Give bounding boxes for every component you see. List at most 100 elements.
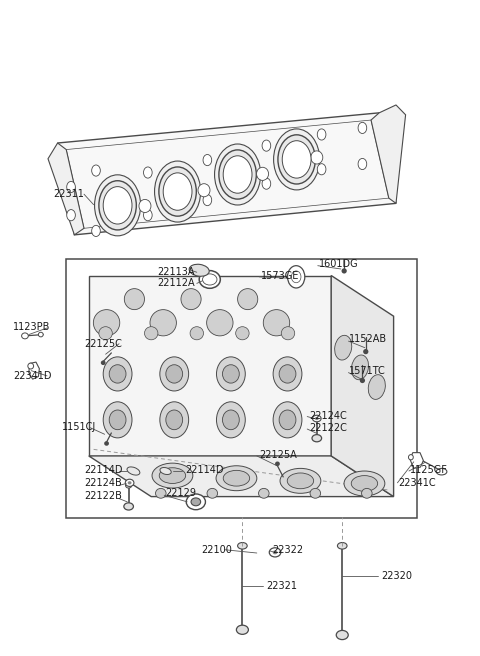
Ellipse shape [160,357,189,391]
Ellipse shape [358,122,367,134]
Text: 22125C: 22125C [84,338,122,349]
Polygon shape [58,113,396,235]
Ellipse shape [38,332,43,337]
Ellipse shape [203,154,212,166]
Ellipse shape [223,470,250,486]
Text: 22114D: 22114D [185,464,223,475]
Ellipse shape [186,494,205,510]
Polygon shape [89,456,394,497]
Bar [66,259,417,518]
Ellipse shape [156,488,166,498]
Ellipse shape [351,355,369,380]
Ellipse shape [363,349,369,354]
Ellipse shape [256,167,269,180]
Ellipse shape [262,140,271,152]
Ellipse shape [310,488,321,498]
Text: 22129: 22129 [166,488,197,499]
Ellipse shape [436,468,447,475]
Ellipse shape [101,361,106,365]
Ellipse shape [223,155,252,193]
Ellipse shape [269,548,281,557]
Ellipse shape [368,375,385,400]
Ellipse shape [259,488,269,498]
Ellipse shape [203,274,217,285]
Ellipse shape [288,266,305,288]
Ellipse shape [238,289,258,310]
Ellipse shape [274,129,320,190]
Ellipse shape [124,289,144,310]
Polygon shape [410,453,423,468]
Ellipse shape [67,181,75,192]
Text: 22311: 22311 [53,188,84,199]
Ellipse shape [341,268,347,274]
Ellipse shape [125,479,134,487]
Ellipse shape [287,473,313,489]
Ellipse shape [408,455,413,460]
Ellipse shape [160,401,189,438]
Ellipse shape [124,502,133,510]
Ellipse shape [99,180,136,230]
Text: 22125A: 22125A [259,449,297,460]
Ellipse shape [236,625,249,634]
Ellipse shape [155,161,201,222]
Text: 1573GE: 1573GE [261,270,299,281]
Ellipse shape [139,199,151,213]
Text: 22122B: 22122B [84,491,122,501]
Polygon shape [371,105,406,203]
Text: 22322: 22322 [273,544,304,555]
Ellipse shape [279,365,296,383]
Text: 22341D: 22341D [13,371,52,381]
Polygon shape [89,276,331,456]
Text: 1123PB: 1123PB [13,321,51,332]
Text: 1152AB: 1152AB [349,334,387,344]
Ellipse shape [203,194,212,206]
Ellipse shape [150,310,176,336]
Ellipse shape [128,482,132,484]
Text: 1151CJ: 1151CJ [62,422,96,432]
Ellipse shape [92,165,100,176]
Ellipse shape [93,310,120,336]
Ellipse shape [22,333,28,338]
Text: 22321: 22321 [266,581,298,591]
Ellipse shape [222,410,239,430]
Ellipse shape [152,463,193,488]
Ellipse shape [92,225,100,236]
Ellipse shape [273,401,302,438]
Ellipse shape [278,135,315,184]
Ellipse shape [166,365,182,383]
Ellipse shape [311,151,323,164]
Ellipse shape [358,158,367,169]
Ellipse shape [273,357,302,391]
Ellipse shape [104,441,109,446]
Ellipse shape [99,327,112,340]
Ellipse shape [361,488,372,498]
Ellipse shape [160,468,171,474]
Ellipse shape [262,178,271,189]
Text: 22114D: 22114D [84,464,122,475]
Ellipse shape [351,476,378,491]
Ellipse shape [28,363,34,369]
Text: 22124B: 22124B [84,478,122,489]
Text: 22100: 22100 [202,544,232,555]
Ellipse shape [312,415,321,422]
Ellipse shape [216,466,257,491]
Ellipse shape [190,327,204,340]
Ellipse shape [337,543,347,549]
Text: 22112A: 22112A [157,278,195,289]
Ellipse shape [127,467,140,475]
Ellipse shape [159,167,196,216]
Ellipse shape [144,167,152,178]
Ellipse shape [95,174,141,236]
Ellipse shape [67,210,75,221]
Ellipse shape [315,417,319,420]
Ellipse shape [159,468,186,483]
Ellipse shape [344,471,385,496]
Ellipse shape [109,410,126,430]
Ellipse shape [103,357,132,391]
Ellipse shape [317,129,326,140]
Ellipse shape [275,462,280,466]
Text: 22320: 22320 [382,571,413,581]
Ellipse shape [282,140,311,178]
Ellipse shape [279,410,296,430]
Ellipse shape [216,357,245,391]
